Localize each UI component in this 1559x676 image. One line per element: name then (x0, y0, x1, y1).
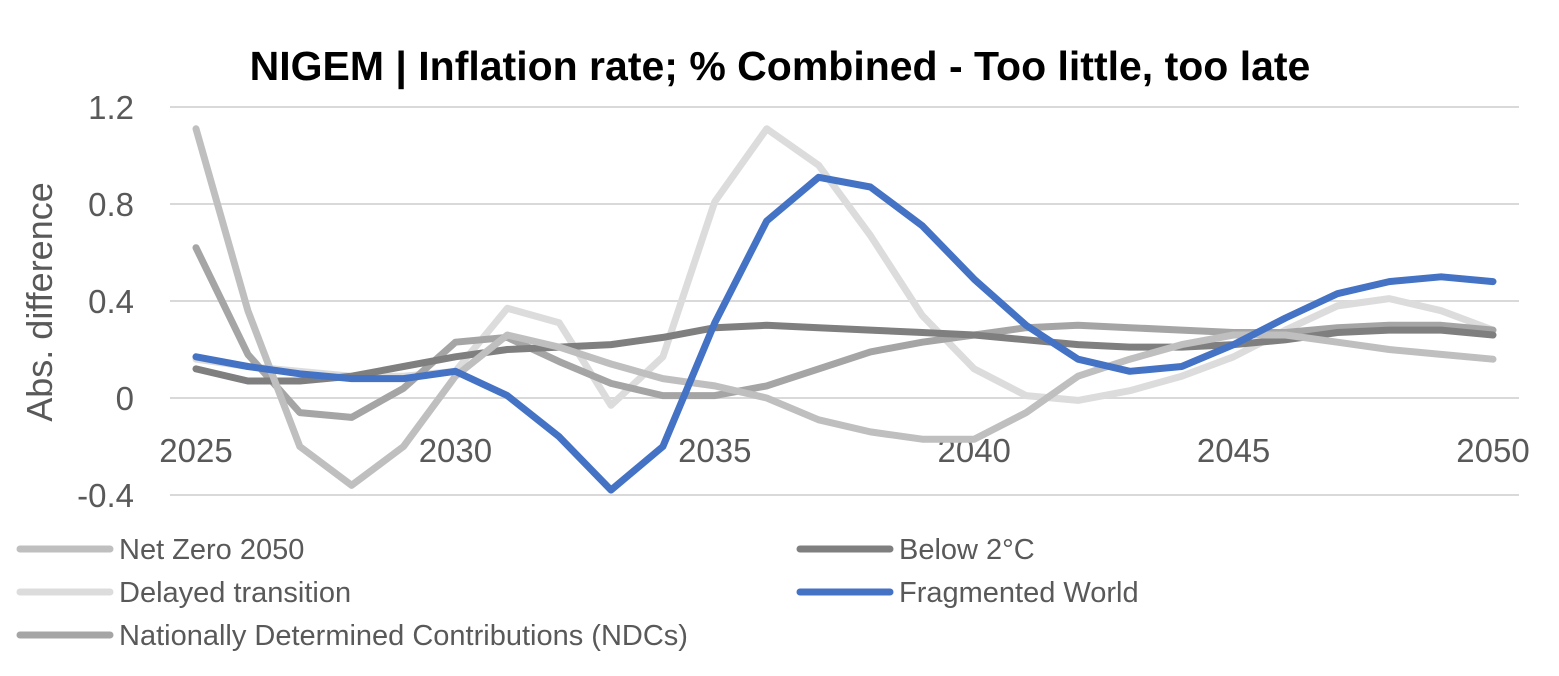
y-tick-label: -0.4 (77, 477, 134, 514)
gridlines (170, 106, 1519, 496)
series-line-net-zero-2050 (192, 125, 1497, 489)
x-axis-ticks: 2025 2030 2035 2040 2045 2050 (159, 432, 1529, 469)
x-tick-label: 2025 (159, 432, 232, 469)
legend: Net Zero 2050 Below 2°C Delayed transition… (16, 534, 1139, 652)
x-tick-label: 2050 (1456, 432, 1529, 469)
x-tick-label: 2035 (678, 432, 751, 469)
y-tick-label: 0 (116, 380, 134, 417)
series-line-fragmented-world (192, 173, 1497, 494)
y-axis-label: Abs. difference (19, 182, 60, 421)
legend-label: Nationally Determined Contributions (NDC… (119, 620, 688, 652)
series-line-nationally-determined-contributions-ndcs (192, 244, 1497, 421)
x-tick-label: 2030 (419, 432, 492, 469)
y-axis-ticks: 1.2 0.8 0.4 0 -0.4 (77, 89, 134, 514)
y-tick-label: 0.8 (88, 186, 134, 223)
chart-title: NIGEM | Inflation rate; % Combined - Too… (250, 43, 1311, 89)
legend-label: Fragmented World (899, 577, 1139, 609)
x-tick-label: 2045 (1197, 432, 1270, 469)
legend-label: Net Zero 2050 (119, 534, 304, 566)
legend-label: Below 2°C (899, 534, 1035, 566)
y-tick-label: 0.4 (88, 283, 134, 320)
series-line-below-2-c (192, 321, 1497, 385)
y-tick-label: 1.2 (88, 89, 134, 126)
legend-label: Delayed transition (119, 577, 351, 609)
series-lines (192, 125, 1497, 494)
